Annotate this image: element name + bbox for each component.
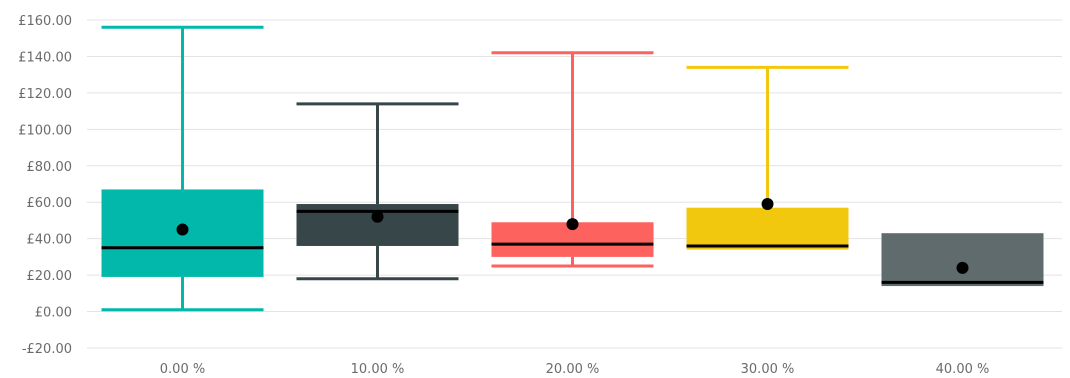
y-tick-label: £60.00 [27, 196, 73, 211]
box-group [686, 65, 849, 250]
box-group [296, 102, 459, 281]
x-axis: 0.00 % 10.00 % 20.00 % 30.00 % 40.00 % [160, 362, 990, 377]
box-series [101, 25, 1044, 312]
y-tick-label: £120.00 [18, 87, 72, 102]
y-tick-label: £20.00 [27, 269, 73, 284]
iqr-box [881, 233, 1044, 287]
mean-marker [761, 198, 774, 211]
box-group [881, 233, 1044, 287]
y-tick-label: £160.00 [18, 14, 72, 29]
x-tick-label: 0.00 % [160, 362, 205, 377]
x-tick-label: 20.00 % [546, 362, 600, 377]
y-tick-label: -£20.00 [22, 342, 72, 357]
x-tick-label: 10.00 % [351, 362, 405, 377]
iqr-box [686, 207, 849, 250]
y-tick-label: £140.00 [18, 50, 72, 65]
y-tick-label: £100.00 [18, 123, 72, 138]
gridlines [87, 19, 1062, 349]
mean-marker [176, 223, 189, 236]
mean-marker [371, 210, 384, 223]
mean-marker [566, 218, 579, 231]
box-group [491, 51, 654, 268]
mean-marker [956, 261, 969, 274]
x-tick-label: 30.00 % [741, 362, 795, 377]
y-axis: -£20.00 £0.00 £20.00 £40.00 £60.00 £80.00 £100… [18, 14, 72, 357]
y-tick-label: £0.00 [35, 306, 72, 321]
x-tick-label: 40.00 % [936, 362, 990, 377]
y-tick-label: £80.00 [27, 160, 73, 175]
y-tick-label: £40.00 [27, 233, 73, 248]
box-group [101, 25, 264, 312]
